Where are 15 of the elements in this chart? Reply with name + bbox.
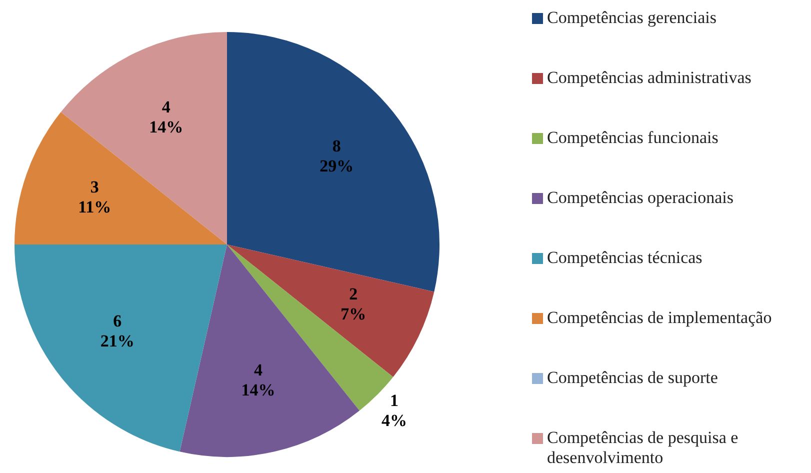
data-label: 4 14% [241,360,276,400]
data-label: 3 11% [78,178,112,217]
legend-label: Competências operacionais [547,188,734,208]
data-label: 2 7% [340,284,366,324]
legend-label: Competências de implementação [547,308,772,328]
legend-label: Competências administrativas [547,68,752,88]
legend-label: Competências funcionais [547,128,718,148]
data-label: 1 4% [381,391,407,430]
data-label: 8 29% [320,136,354,176]
legend-label: Competências gerenciais [547,8,716,28]
legend-label: Competências de suporte [547,368,718,388]
legend-label: Competências de pesquisa e desenvolvimento [547,428,740,468]
legend-label: Competências técnicas [547,248,702,268]
data-label: 4 14% [149,98,184,137]
data-label: 6 21% [100,311,134,350]
